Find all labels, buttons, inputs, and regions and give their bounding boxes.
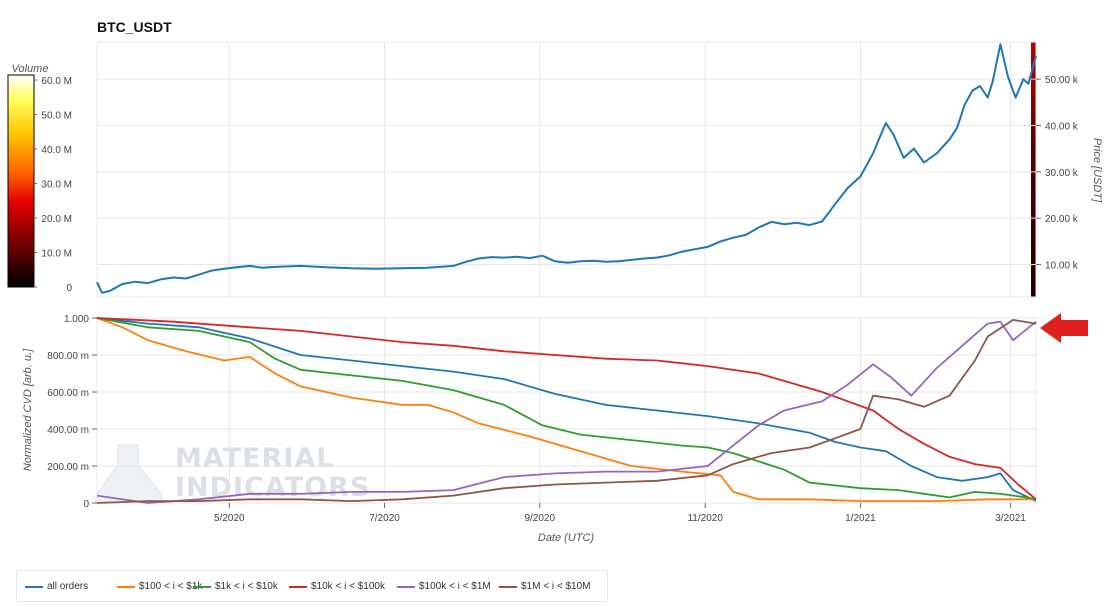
flask-icon — [95, 444, 163, 503]
legend-swatch — [397, 585, 415, 588]
legend-label: $100k < i < $1M — [419, 581, 491, 592]
legend-label: $10k < i < $100k — [311, 581, 385, 592]
cvd-series-line-1m-i-10m — [96, 319, 1037, 504]
price-tick-label: 10.00 k — [1045, 261, 1079, 272]
x-tick-label: 11/2020 — [687, 513, 723, 524]
price-volume-strip — [1031, 42, 1036, 297]
red-arrow-icon — [1040, 313, 1088, 343]
x-tick-label: 7/2020 — [369, 513, 400, 524]
legend-swatch — [289, 585, 307, 588]
volume-tick-label: 30.0 M — [41, 180, 72, 191]
cvd-tick-label: 1.000 — [64, 314, 89, 325]
price-chart-title: BTC_USDT — [97, 19, 172, 35]
legend-item-1m-10m[interactable]: $1M < i < $10M — [499, 581, 590, 592]
volume-tick-label: 10.0 M — [41, 249, 72, 260]
volume-tick-label: 20.0 M — [41, 214, 72, 225]
cvd-series-line-1k-i-10k — [96, 317, 1037, 501]
volume-tick-label: 40.0 M — [41, 145, 72, 156]
price-tick-label: 20.00 k — [1045, 214, 1079, 225]
cvd-series-line-100k-i-1m — [96, 320, 1037, 504]
legend-label: all orders — [47, 581, 89, 592]
volume-tick-label: 50.0 M — [41, 111, 72, 122]
price-axis-label: Price [USDT] — [1091, 138, 1103, 203]
legend-item-100k-1m[interactable]: $100k < i < $1M — [397, 581, 491, 592]
legend-label: $1M < i < $10M — [521, 581, 591, 592]
price-plot-frame — [96, 41, 1037, 298]
cvd-series-line-10k-i-100k — [96, 317, 1037, 500]
price-series-line — [96, 43, 1037, 294]
legend-item-100-1k[interactable]: $100 < i < $1k — [117, 581, 202, 592]
cvd-tick-label: 400.00 m — [47, 425, 89, 436]
x-tick-label: 3/2021 — [995, 513, 1026, 524]
watermark-line1: MATERIAL — [175, 443, 334, 474]
legend-item-1k-10k[interactable]: $1k < i < $10k — [193, 581, 278, 592]
legend-swatch — [193, 585, 211, 588]
legend-item-10k-100k[interactable]: $10k < i < $100k — [289, 581, 385, 592]
cvd-tick-label: 800.00 m — [47, 351, 89, 362]
cvd-tick-label: 0 — [83, 499, 89, 510]
volume-colorbar — [7, 74, 35, 288]
volume-colorbar-title: Volume — [12, 63, 49, 75]
cvd-tick-label: 200.00 m — [47, 462, 89, 473]
price-tick-label: 50.00 k — [1045, 75, 1079, 86]
legend-swatch — [25, 585, 43, 588]
legend-label: $100 < i < $1k — [139, 581, 203, 592]
cvd-axis-label: Normalized CVD [arb. u.] — [22, 348, 34, 471]
x-tick-label: 5/2020 — [214, 513, 245, 524]
cvd-series-line-all-orders — [96, 317, 1037, 502]
legend-item-all-orders[interactable]: all orders — [25, 581, 88, 592]
legend-swatch — [117, 585, 135, 588]
x-tick-label: 9/2020 — [524, 513, 555, 524]
price-tick-label: 40.00 k — [1045, 121, 1079, 132]
watermark: MATERIAL INDICATORS — [95, 443, 369, 503]
x-tick-label: 1/2021 — [845, 513, 876, 524]
legend: all orders $100 < i < $1k $1k < i < $10k… — [16, 570, 608, 602]
volume-tick-label: 60.0 M — [41, 76, 72, 87]
volume-tick-label: 0 — [66, 283, 72, 294]
x-axis-label: Date (UTC) — [538, 532, 595, 544]
price-tick-label: 30.00 k — [1045, 168, 1079, 179]
cvd-series-line-100-i-1k — [96, 317, 1036, 502]
legend-label: $1k < i < $10k — [215, 581, 278, 592]
legend-swatch — [499, 585, 517, 588]
cvd-tick-label: 600.00 m — [47, 388, 89, 399]
